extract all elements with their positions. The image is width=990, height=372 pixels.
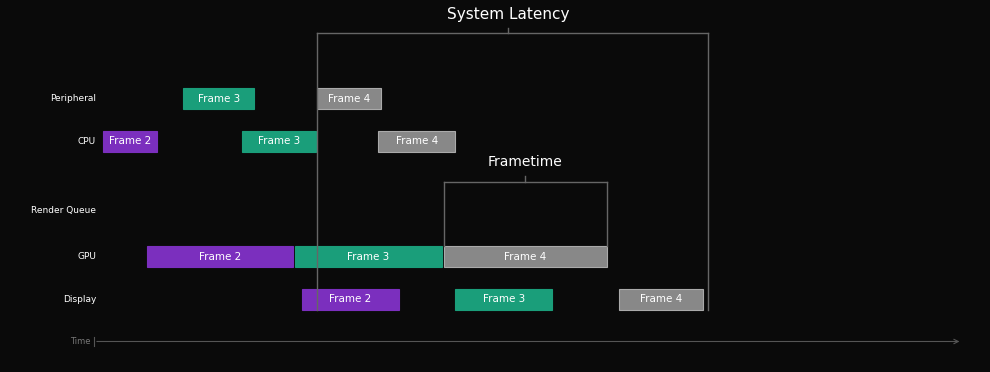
Text: Render Queue: Render Queue (31, 206, 96, 215)
Text: Frame 4: Frame 4 (328, 94, 370, 103)
Text: Frame 2: Frame 2 (109, 137, 151, 146)
Text: GPU: GPU (77, 252, 96, 261)
Text: Frame 4: Frame 4 (504, 252, 546, 262)
Text: Frame 3: Frame 3 (347, 252, 389, 262)
Text: Frame 4: Frame 4 (396, 137, 438, 146)
Text: Frame 3: Frame 3 (257, 137, 300, 146)
Text: Time: Time (69, 337, 90, 346)
Text: CPU: CPU (78, 137, 96, 146)
Text: Display: Display (62, 295, 96, 304)
Text: Frametime: Frametime (488, 155, 562, 169)
Text: Peripheral: Peripheral (50, 94, 96, 103)
Text: System Latency: System Latency (446, 7, 569, 22)
Text: Frame 2: Frame 2 (330, 295, 371, 304)
Text: Frame 3: Frame 3 (483, 295, 525, 304)
Text: Frame 4: Frame 4 (640, 295, 682, 304)
Text: Frame 2: Frame 2 (199, 252, 241, 262)
Text: Frame 3: Frame 3 (198, 94, 240, 103)
